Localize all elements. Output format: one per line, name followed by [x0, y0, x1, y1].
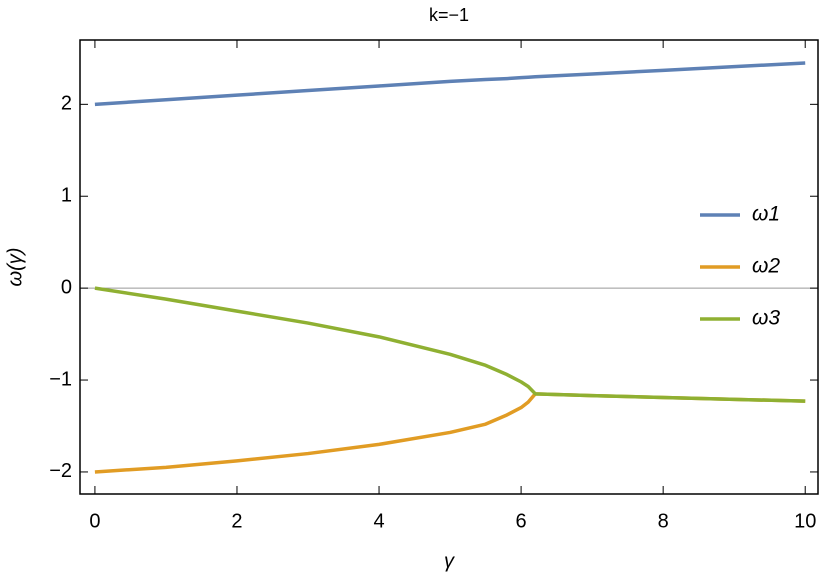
- y-tick-label: 0: [61, 276, 72, 298]
- series-line: [94, 61, 806, 107]
- legend: ω1 ω2 ω3: [700, 203, 780, 330]
- legend-label: ω1: [752, 203, 780, 226]
- legend-label: ω3: [752, 307, 780, 330]
- x-tick-label: 6: [516, 510, 527, 532]
- x-tick-label: 0: [89, 510, 100, 532]
- x-tick-label: 10: [794, 510, 816, 532]
- x-axis-label: γ: [444, 550, 455, 572]
- legend-label: ω2: [752, 255, 780, 278]
- y-axis-label: ω(γ): [4, 248, 26, 287]
- x-tick-label: 8: [658, 510, 669, 532]
- y-tick-label: 2: [61, 93, 72, 115]
- series-line: [94, 392, 806, 474]
- x-tick-label: 2: [231, 510, 242, 532]
- x-tick-label: 4: [373, 510, 384, 532]
- series-line: [94, 286, 806, 403]
- y-tick-label: 1: [61, 185, 72, 207]
- y-tick-label: −2: [49, 460, 72, 482]
- y-tick-label: −1: [49, 368, 72, 390]
- chart-title: k=−1: [429, 5, 469, 25]
- plot-frame: [79, 39, 819, 495]
